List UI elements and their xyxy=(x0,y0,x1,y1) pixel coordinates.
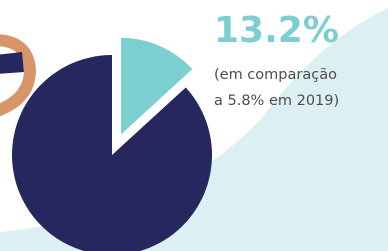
annotation: (em comparação xyxy=(214,67,337,83)
illustration xyxy=(0,40,30,112)
pie-slice xyxy=(12,55,212,251)
page: {"chart_data": {"type": "pie", "title": … xyxy=(0,0,388,251)
annotation: a 5.8% em 2019) xyxy=(214,93,339,109)
chart-title: 13.2% xyxy=(214,10,339,51)
chart: 13.2% (em comparação a 5.8% em 2019) xyxy=(0,0,388,251)
